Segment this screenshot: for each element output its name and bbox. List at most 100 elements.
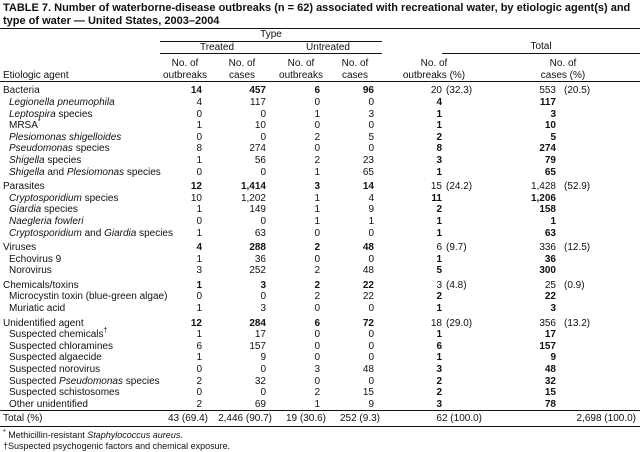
- treated-outbreaks-cell: 1: [196, 329, 202, 341]
- total-outbreaks-cell: 1: [436, 166, 442, 178]
- untreated-cases-cell: 23: [362, 154, 374, 166]
- untreated-cases-cell: 0: [368, 143, 374, 155]
- table-row: Microcystin toxin (blue-green algae) 0 0 2 2…: [0, 291, 640, 303]
- treated-outbreaks-cell: 2: [196, 398, 202, 410]
- treated-outbreaks-cell: 0: [196, 131, 202, 143]
- text-segment: Cryptosporidium: [9, 227, 82, 239]
- total-outbreaks-cell: 3: [436, 398, 442, 410]
- treated-cases-cell: 3: [260, 303, 266, 315]
- total-cases-pct-cell: (0.9): [564, 279, 585, 291]
- text-segment: Leptospira: [9, 108, 56, 120]
- untreated-outbreaks-cell: 1: [314, 215, 320, 227]
- header-label: outbreaks: [163, 69, 207, 81]
- group-row: Bacteria 14 457 6 96 20 (32.3) 553 (20.5): [0, 82, 640, 97]
- header-label: cases: [228, 69, 256, 81]
- text-segment: Viruses: [3, 242, 37, 254]
- treated-cases-cell: 0: [260, 166, 266, 178]
- treated-cases-cell: 3: [260, 279, 266, 291]
- text-segment: Unidentified agent: [3, 317, 84, 329]
- total-cases-pct-cell: [556, 216, 640, 228]
- untreated-cases-cell: 0: [368, 375, 374, 387]
- untreated-outbreaks-cell: 2: [314, 387, 320, 399]
- treated-outbreaks-cell: 14: [190, 85, 202, 97]
- total-cases-cell: 157: [539, 340, 556, 352]
- total-outbreaks-cell: 18: [430, 317, 442, 329]
- table-row: Suspected chloramines 6 157 0 0 6 157: [0, 341, 640, 353]
- text-segment: †: [103, 327, 108, 335]
- total-cases-pct-cell: [556, 143, 640, 155]
- total-cases-cell: 17: [544, 329, 556, 341]
- untreated-outbreaks-cell: 2: [314, 242, 320, 254]
- text-segment: Shigella: [9, 166, 45, 178]
- untreated-outbreaks-cell: 1: [314, 166, 320, 178]
- untreated-cases-cell: 96: [362, 85, 374, 97]
- table-row: Naegleria fowleri 0 0 1 1 1 1: [0, 216, 640, 228]
- header-label: No. of: [341, 58, 369, 70]
- text-segment: Muriatic acid: [9, 303, 66, 315]
- treated-outbreaks-cell: 1: [196, 204, 202, 216]
- total-cases-cell: 22: [544, 291, 556, 303]
- total-cases-pct-cell: [556, 376, 640, 388]
- treated-outbreaks-cell: 6: [196, 340, 202, 352]
- treated-cases-cell: 36: [254, 253, 266, 265]
- total-label: Total (%): [0, 410, 160, 427]
- text-segment: MRSA: [9, 120, 38, 132]
- total-cases-pct-cell: [556, 204, 640, 216]
- treated-outbreaks-cell: 1: [196, 279, 202, 291]
- text-segment: and: [44, 166, 67, 178]
- agent-cell: Leptospira species: [0, 109, 160, 121]
- untreated-outbreaks-cell: 0: [314, 253, 320, 265]
- text-segment: Other unidentified: [9, 398, 88, 410]
- total-cases-pct-cell: [556, 109, 640, 121]
- untreated-cases-cell: 5: [368, 131, 374, 143]
- untreated-cases-cell: 0: [368, 329, 374, 341]
- total-cases-pct-cell: [556, 167, 640, 179]
- treated-cases-cell: 32: [254, 375, 266, 387]
- untreated-cases-cell: 3: [368, 108, 374, 120]
- agent-cell: Other unidentified: [0, 399, 160, 411]
- total-outbreaks-pct-cell: [446, 399, 486, 411]
- total-header: Total: [442, 41, 640, 55]
- header-label: No. of: [171, 58, 199, 70]
- treated-outbreaks-cell: 12: [190, 181, 202, 193]
- total-cases-pct-cell: [556, 265, 640, 277]
- total-cases-cell: 300: [539, 265, 556, 277]
- table-row: Suspected chemicals† 1 17 0 0 1 17: [0, 327, 640, 341]
- treated-outbreaks-header: No. of outbreaks: [160, 53, 210, 83]
- text-segment: Echovirus 9: [9, 253, 62, 265]
- table-row: Suspected schistosomes 0 0 2 15 2 15: [0, 387, 640, 399]
- total-outbreaks-pct-cell: [446, 265, 486, 277]
- total-outbreaks-pct-cell: [446, 352, 486, 364]
- total-cases-cell: 10: [544, 120, 556, 132]
- total-outbreaks-pct-cell: [446, 329, 486, 341]
- untreated-outbreaks-cell: 0: [314, 352, 320, 364]
- total-cases-pct-cell: [556, 399, 640, 411]
- total-cases-header: No. of cases (%): [486, 53, 640, 83]
- untreated-cases-cell: 48: [362, 265, 374, 277]
- total-outbreaks-pct-cell: [446, 167, 486, 179]
- total-outbreaks-pct-cell: [446, 193, 486, 205]
- treated-cases-cell: 117: [250, 96, 266, 108]
- type-header: Type: [160, 28, 382, 42]
- group-row: Viruses 4 288 2 48 6 (9.7) 336 (12.5): [0, 239, 640, 254]
- agent-cell: Suspected chemicals†: [0, 327, 160, 341]
- treated-cases-cell: 10: [254, 120, 266, 132]
- treated-outbreaks-cell: 1: [196, 253, 202, 265]
- agent-cell: Chemicals/toxins: [0, 277, 160, 292]
- agent-cell: Parasites: [0, 178, 160, 193]
- text-segment: Suspected chemicals: [9, 329, 104, 341]
- treated-cases-cell: 0: [260, 131, 266, 143]
- total-cases-cell: 63: [544, 227, 556, 239]
- text-segment: species: [81, 192, 119, 204]
- agent-cell: Bacteria: [0, 82, 160, 97]
- agent-cell: Suspected Pseudomonas species: [0, 376, 160, 388]
- untreated-outbreaks-cell: 0: [314, 143, 320, 155]
- untreated-cases-cell: 0: [368, 303, 374, 315]
- total-cases-pct-cell: (12.5): [564, 242, 591, 254]
- total-outbreaks-cell: 6: [436, 242, 442, 254]
- total-outbreaks-pct-cell: (24.2): [446, 181, 473, 193]
- untreated-outbreaks-cell: 0: [314, 375, 320, 387]
- untreated-cases-cell: 0: [368, 253, 374, 265]
- header-label: No. of: [228, 58, 256, 70]
- total-cases-pct-cell: [556, 254, 640, 266]
